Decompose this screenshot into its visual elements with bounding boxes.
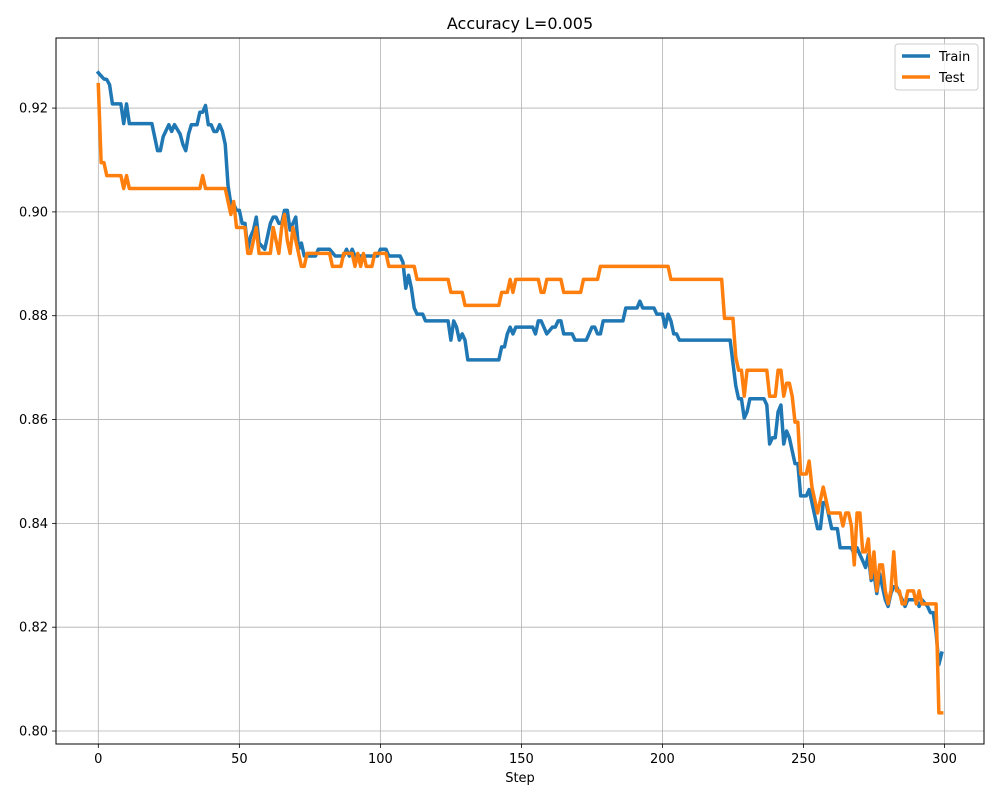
legend-label-test: Test — [938, 71, 965, 86]
x-tick-label: 250 — [791, 752, 816, 767]
y-tick-label: 0.80 — [19, 725, 48, 740]
x-tick-label: 200 — [650, 752, 675, 767]
x-tick-label: 0 — [94, 752, 102, 767]
y-tick-label: 0.92 — [19, 102, 48, 117]
y-tick-label: 0.82 — [19, 621, 48, 636]
y-tick-label: 0.84 — [19, 517, 48, 532]
legend-label-train: Train — [938, 50, 970, 65]
x-tick-label: 50 — [231, 752, 248, 767]
series-line-test — [96, 82, 944, 715]
x-tick-label: 100 — [368, 752, 393, 767]
y-tick-label: 0.88 — [19, 309, 48, 324]
x-tick-label: 300 — [932, 752, 957, 767]
x-tick-label: 150 — [509, 752, 534, 767]
y-tick-label: 0.86 — [19, 413, 48, 428]
x-axis-label: Step — [505, 771, 535, 786]
legend: Train Test — [894, 43, 979, 91]
y-tick-label: 0.90 — [19, 205, 48, 220]
chart-title: Accuracy L=0.005 — [447, 14, 593, 33]
axis-ticks: 0 50 100 150 200 250 300 0.80 0.82 0.84 0.86 0.88 0.… — [19, 102, 957, 767]
plot-frame — [55, 37, 985, 745]
series-line-train — [95, 70, 944, 667]
series-lines — [95, 70, 944, 715]
grid — [56, 38, 984, 744]
